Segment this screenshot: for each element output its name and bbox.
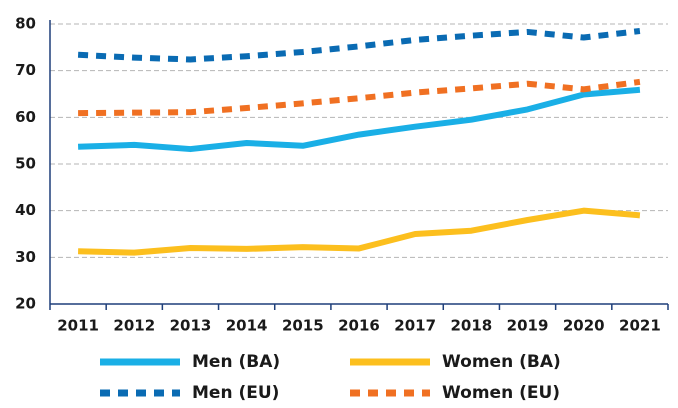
- legend-label: Men (EU): [192, 383, 279, 403]
- y-tick-label: 80: [15, 15, 36, 33]
- y-tick-label: 40: [15, 201, 36, 219]
- x-tick-label: 2014: [226, 317, 268, 335]
- x-tick-label: 2021: [619, 317, 661, 335]
- x-tick-label: 2019: [507, 317, 549, 335]
- x-tick-label: 2012: [113, 317, 155, 335]
- y-tick-label: 50: [15, 155, 36, 173]
- x-tick-label: 2016: [338, 317, 380, 335]
- y-tick-label: 30: [15, 248, 36, 266]
- x-tick-label: 2017: [394, 317, 436, 335]
- series-line: [78, 78, 641, 117]
- x-tick-label: 2015: [282, 317, 324, 335]
- legend-label: Men (BA): [192, 352, 280, 372]
- y-tick-label: 60: [15, 108, 36, 126]
- x-tick-label: 2018: [450, 317, 492, 335]
- x-tick-label: 2011: [57, 317, 99, 335]
- y-tick-label: 20: [15, 295, 36, 313]
- series-line: [77, 86, 641, 153]
- x-tick-label: 2013: [170, 317, 212, 335]
- y-tick-label: 70: [15, 61, 36, 79]
- series-line: [78, 207, 641, 256]
- x-tick-label: 2020: [563, 317, 605, 335]
- legend-label: Women (BA): [442, 352, 561, 372]
- series-line: [77, 28, 641, 63]
- legend-label: Women (EU): [442, 383, 560, 403]
